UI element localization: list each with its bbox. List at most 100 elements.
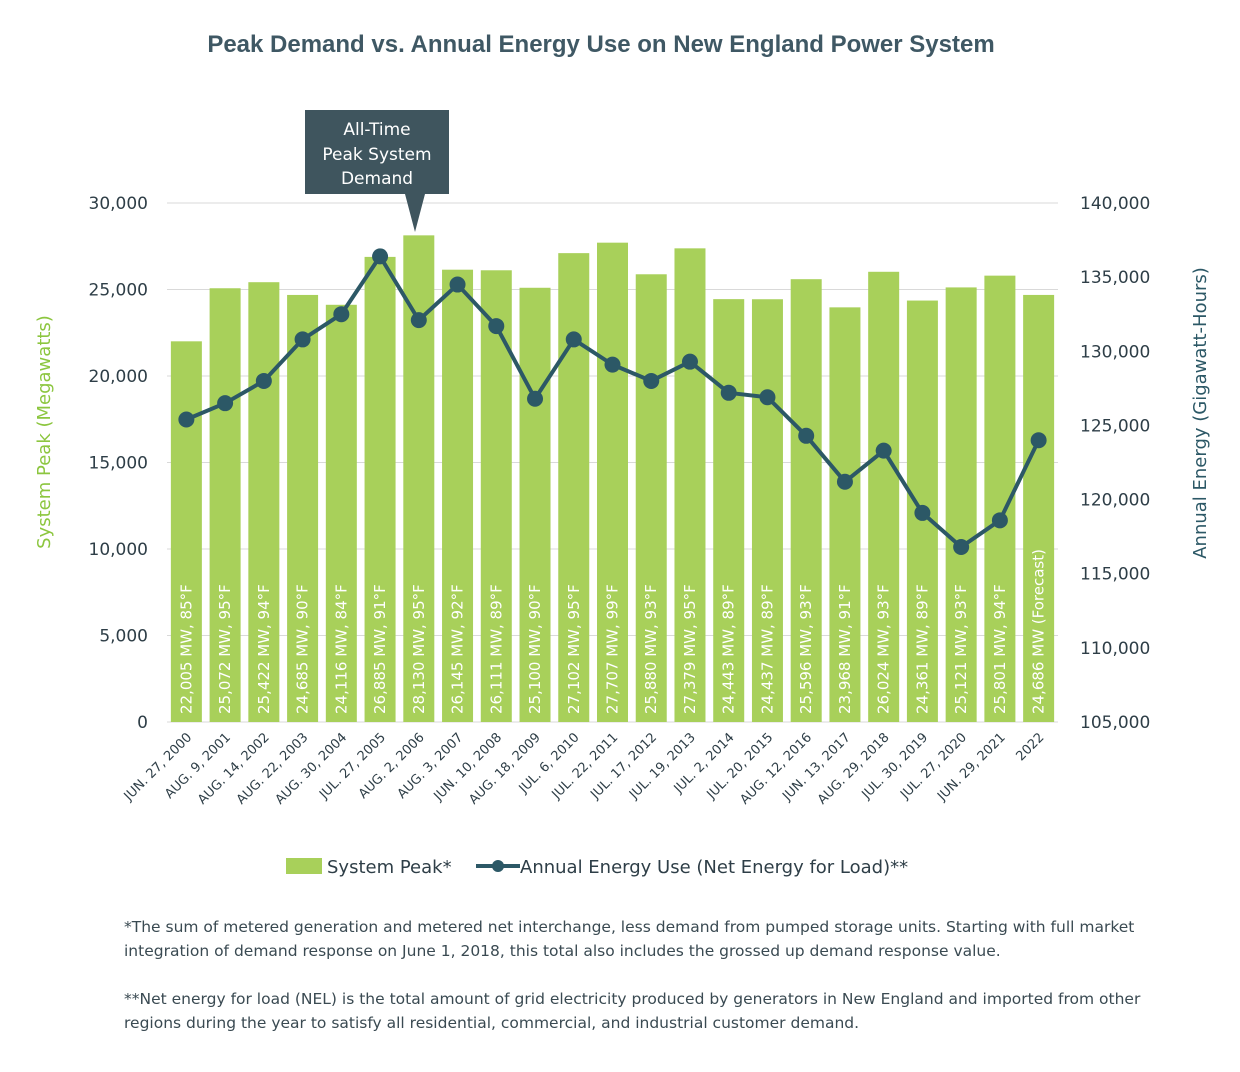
x-tick-label: JUN. 27, 2000: [121, 730, 195, 804]
bar-label: 25,422 MW, 94°F: [255, 584, 273, 714]
legend-line-marker: [492, 860, 504, 872]
bar: [713, 299, 745, 722]
footnote-net-energy: **Net energy for load (NEL) is the total…: [124, 990, 1141, 1032]
energy-point: [565, 331, 582, 348]
bar: [1023, 294, 1055, 722]
bar-label: 24,361 MW, 89°F: [913, 584, 931, 714]
energy-point: [798, 427, 815, 444]
left-tick-label: 10,000: [89, 540, 148, 560]
bar-label: 25,596 MW, 93°F: [797, 584, 815, 714]
bar-label: 25,880 MW, 93°F: [642, 584, 660, 714]
x-tick-label: JUL. 30, 2019: [859, 730, 932, 803]
left-tick-label: 0: [137, 713, 148, 733]
bar-label: 25,100 MW, 90°F: [526, 584, 544, 714]
bar-label: 28,130 MW, 95°F: [410, 584, 428, 714]
energy-point: [255, 372, 272, 389]
bar-label: 26,145 MW, 92°F: [449, 584, 467, 714]
left-tick-label: 5,000: [99, 627, 148, 647]
x-tick-label: JUL. 27, 2020: [897, 730, 970, 803]
bar: [325, 304, 357, 722]
energy-point: [604, 356, 621, 373]
chart-title: Peak Demand vs. Annual Energy Use on New…: [207, 31, 994, 58]
x-tick-label: JUN. 10, 2008: [431, 730, 505, 804]
bar: [790, 279, 822, 722]
bar-label: 26,111 MW, 89°F: [487, 584, 505, 714]
energy-point: [681, 353, 698, 370]
energy-point: [527, 390, 544, 407]
energy-point: [643, 372, 660, 389]
bar: [751, 299, 783, 722]
right-tick-label: 140,000: [1080, 194, 1150, 214]
energy-point: [991, 512, 1008, 529]
right-tick-label: 130,000: [1080, 342, 1150, 362]
bar-label: 27,707 MW, 99°F: [604, 584, 622, 714]
bar: [829, 307, 861, 722]
x-tick-label: JUL. 20, 2015: [704, 730, 777, 803]
bar-label: 25,072 MW, 95°F: [216, 584, 234, 714]
bar-label: 25,801 MW, 94°F: [991, 584, 1009, 714]
left-axis-label: System Peak (Megawatts): [34, 315, 55, 549]
bar-label: 24,437 MW, 89°F: [758, 584, 776, 714]
bar: [868, 271, 900, 722]
bar: [597, 242, 628, 723]
footnote-system-peak: *The sum of metered generation and meter…: [124, 918, 1135, 960]
bar: [248, 282, 280, 722]
bar-label: 22,005 MW, 85°F: [177, 584, 195, 714]
energy-point: [1030, 432, 1047, 449]
bar-series: [170, 235, 1055, 723]
line-series: [178, 248, 1047, 556]
bar: [364, 256, 396, 722]
bar-labels: 22,005 MW, 85°F 25,072 MW, 95°F 25,422 MW,…: [177, 549, 1047, 714]
left-tick-label: 30,000: [89, 194, 148, 214]
bar-label: 24,685 MW, 90°F: [294, 584, 312, 714]
bar: [519, 287, 551, 722]
energy-point: [759, 389, 776, 406]
x-tick-label: JUL. 19, 2013: [626, 730, 699, 803]
left-axis-ticks: 0 5,000 10,000 15,000 20,000 25,000 30,000: [89, 194, 148, 733]
bar: [287, 294, 319, 722]
left-tick-label: 15,000: [89, 454, 148, 474]
callout-line-3: Demand: [341, 169, 413, 189]
energy-point: [449, 276, 466, 293]
energy-point: [953, 539, 970, 556]
energy-point: [914, 504, 931, 521]
callout-box: [305, 110, 449, 232]
bar-label: 24,443 MW, 89°F: [720, 584, 738, 714]
right-tick-label: 120,000: [1080, 491, 1150, 511]
right-tick-label: 115,000: [1080, 565, 1150, 585]
bar-label: 25,121 MW, 93°F: [952, 584, 970, 714]
bar: [674, 248, 706, 722]
energy-point: [836, 473, 853, 490]
bar: [945, 287, 977, 722]
bar: [209, 288, 241, 722]
x-tick-label: JUL. 17, 2012: [587, 730, 660, 803]
legend-bar-swatch: [286, 858, 322, 874]
bar-label: 26,885 MW, 91°F: [371, 584, 389, 714]
right-tick-label: 110,000: [1080, 639, 1150, 659]
energy-point: [178, 411, 195, 428]
legend-system-peak: System Peak*: [327, 857, 452, 878]
energy-point: [488, 318, 505, 335]
energy-point: [410, 312, 427, 329]
bar: [170, 341, 202, 722]
bar: [635, 274, 667, 722]
bar-label: 23,968 MW, 91°F: [836, 584, 854, 714]
x-tick-label: JUL. 27, 2005: [316, 730, 389, 803]
bar-label: 24,116 MW, 84°F: [332, 584, 350, 714]
bar-label: 27,102 MW, 95°F: [565, 584, 583, 714]
energy-point: [294, 331, 311, 348]
left-tick-label: 20,000: [89, 367, 148, 387]
energy-point: [217, 395, 234, 412]
right-tick-label: 125,000: [1080, 416, 1150, 436]
callout-line-2: Peak System: [322, 145, 431, 165]
callout-line-1: All-Time: [343, 120, 410, 140]
bar-label: 27,379 MW, 95°F: [681, 584, 699, 714]
x-tick-label: JUL. 22, 2011: [549, 730, 622, 803]
x-tick-label: JUN. 13, 2017: [779, 730, 853, 804]
peak-callout: All-Time Peak System Demand: [305, 110, 449, 232]
right-axis-label: Annual Energy (Gigawatt-Hours): [1190, 267, 1211, 559]
legend-annual-energy: Annual Energy Use (Net Energy for Load)*…: [520, 857, 908, 878]
right-tick-label: 105,000: [1080, 713, 1150, 733]
